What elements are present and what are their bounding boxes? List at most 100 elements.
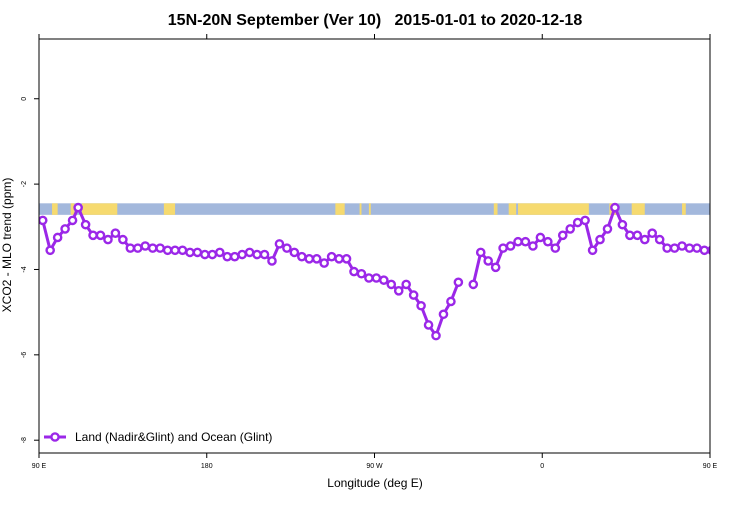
data-point [438,309,449,320]
data-point [60,224,70,234]
data-point [222,251,233,262]
data-point [244,247,255,258]
land-segment [81,203,118,215]
data-point [200,249,210,260]
data-point [155,243,165,253]
data-point [52,232,63,243]
data-point [326,251,337,262]
y-tick-label: 0 [21,97,28,101]
data-point [88,230,98,241]
land-segment [70,203,75,215]
legend: Land (Nadir&Glint) and Ocean (Glint) [44,430,272,444]
data-point [170,245,180,256]
data-point [162,245,173,256]
data-point [237,249,247,260]
data-point [520,236,531,247]
data-point [654,234,665,245]
y-tick-label: -6 [21,352,28,358]
data-point [379,275,389,285]
x-tick-label: 90 E [32,463,47,470]
data-point [334,254,344,264]
data-point [595,234,605,245]
data-point [625,230,635,241]
data-point [513,236,523,247]
data-point [669,243,680,253]
land-segment [682,203,686,215]
data-point [393,286,404,296]
data-point [67,215,78,226]
series-layer [39,202,710,341]
data-point [319,258,329,268]
data-point [341,254,352,264]
data-point [45,245,55,256]
data-point [647,228,658,238]
data-point [535,232,546,243]
data-point [110,228,121,238]
ocean-band [39,203,710,215]
data-point [677,241,687,251]
x-tick-label: 90 E [703,463,718,470]
data-point [610,202,620,213]
y-tick-label: -4 [21,266,28,272]
data-point [356,268,367,279]
y-tick-label: -2 [21,181,28,187]
land-segment [631,203,645,215]
data-point [550,243,561,253]
data-point [662,243,672,253]
data-point [431,330,441,341]
land-segment [368,203,371,215]
data-point [267,256,277,266]
data-point [39,215,48,226]
x-axis-label: Longitude (deg E) [327,476,422,490]
data-point [177,245,188,256]
data-point [274,239,285,249]
data-point [229,251,240,262]
data-point [401,279,411,290]
data-point [528,241,538,251]
data-point [73,202,83,213]
land-segment [163,203,176,215]
data-point [95,230,106,241]
data-point [408,290,419,300]
land-segment [493,203,498,215]
data-point [259,249,270,260]
data-point [207,249,218,260]
data-point [543,236,553,247]
data-point [565,224,576,234]
data-point [692,243,702,253]
x-tick-label: 90 W [366,463,383,470]
data-point [475,247,486,258]
series-group [39,202,710,341]
plot-frame [38,38,711,454]
data-point [118,234,128,245]
data-point [311,254,322,264]
data-point [364,273,374,283]
chart-title: 15N-20N September (Ver 10) 2015-01-01 to… [168,12,583,29]
data-point [468,279,479,290]
data-point [453,277,464,288]
data-point [699,245,710,256]
data-point [498,243,508,253]
data-point [587,245,598,256]
data-point [639,234,650,245]
data-point [416,300,426,311]
x-tick-label: 0 [540,463,544,470]
data-point [684,243,695,253]
y-tick-label: -8 [21,437,28,443]
land-segment [359,203,362,215]
data-point [147,243,158,253]
data-point [423,320,434,330]
legend-marker [50,432,60,442]
data-point [602,224,613,234]
land-segment [52,203,58,215]
data-point [103,234,113,245]
data-point [707,245,710,255]
land-segment [518,203,589,215]
data-point [386,279,397,290]
x-tick-label: 180 [201,463,213,470]
data-point [505,241,516,251]
data-point [557,230,568,241]
data-point [572,217,583,228]
